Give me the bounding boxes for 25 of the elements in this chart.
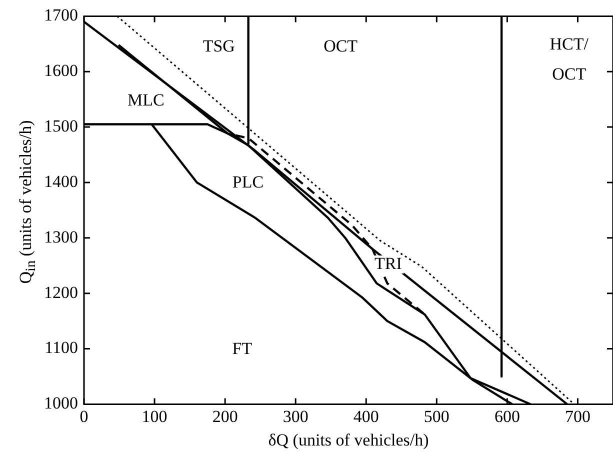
y-tick-label: 1000	[44, 394, 78, 413]
annotation: TRI	[374, 254, 402, 273]
x-axis-title: δQ (units of vehicles/h)	[268, 430, 429, 450]
x-tick-label: 0	[80, 406, 88, 426]
annotation: OCT	[552, 64, 587, 84]
x-tick-label: 700	[564, 406, 590, 426]
x-tick-label: 100	[142, 406, 168, 426]
y-tick-label: 1300	[44, 227, 78, 246]
y-tick-label: 1600	[44, 61, 78, 80]
y-tick-label: 1100	[44, 338, 78, 358]
x-tick-label: 300	[282, 406, 308, 426]
annotation: OCT	[324, 36, 358, 56]
y-tick-label: 1700	[44, 6, 78, 25]
y-tick-label: 1400	[44, 172, 78, 191]
y-tick-label: 1200	[44, 282, 78, 302]
x-tick-label: 600	[494, 406, 520, 426]
x-tick-label: 200	[212, 406, 238, 426]
annotation: FT	[232, 338, 253, 358]
annotation: MLC	[127, 90, 164, 110]
y-tick-label: 1500	[44, 116, 78, 136]
x-tick-label: 400	[353, 406, 379, 426]
x-tick-label: 500	[424, 406, 450, 426]
annotation: PLC	[232, 172, 264, 192]
annotation: HCT/	[550, 34, 589, 54]
annotation: TSG	[202, 36, 235, 56]
